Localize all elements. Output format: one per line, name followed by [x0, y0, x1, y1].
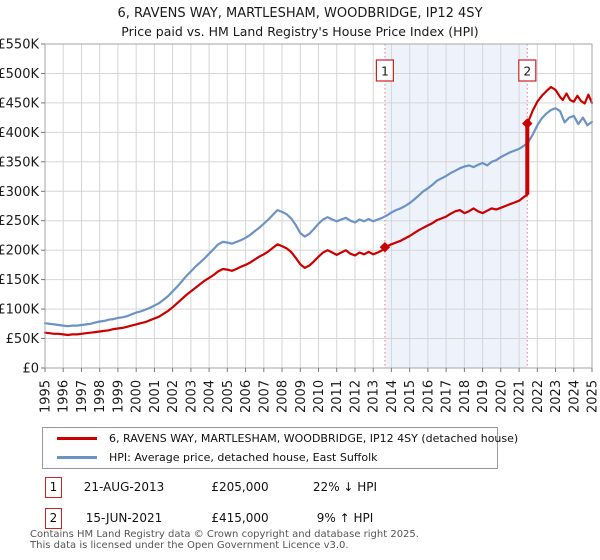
y-axis-label: £250K [0, 214, 39, 229]
transaction-price: £205,000 [211, 480, 269, 494]
x-axis-label: 1996 [57, 380, 72, 413]
y-axis-label: £550K [0, 38, 39, 53]
license-line-1: Contains HM Land Registry data © Crown c… [30, 529, 419, 540]
x-axis-label: 2016 [421, 380, 436, 413]
x-axis-label: 2022 [531, 380, 546, 413]
y-axis-label: £0 [22, 362, 39, 377]
property-price-line [43, 85, 594, 337]
transaction-hpi-diff: 9% ↑ HPI [316, 511, 374, 525]
chart-legend: 6, RAVENS WAY, MARTLESHAM, WOODBRIDGE, I… [42, 427, 518, 469]
hpi-line [43, 107, 594, 328]
x-axis-label: 2008 [276, 380, 291, 413]
x-axis-label: 2024 [567, 380, 582, 413]
y-axis-label: £300K [0, 185, 39, 200]
transaction-date: 15-JUN-2021 [85, 511, 163, 525]
y-axis-label: £50K [6, 332, 40, 347]
sale-number-box [375, 59, 394, 82]
license-line-2: This data is licensed under the Open Gov… [30, 539, 349, 551]
transaction-row: 1 21-AUG-2013 £205,000 22% ↓ HPI [0, 477, 600, 498]
sale-diamond-marker [522, 118, 533, 129]
x-axis-label: 2007 [257, 380, 272, 413]
marker-number-badge: 1 [45, 477, 62, 498]
x-axis-label: 2014 [385, 380, 400, 413]
x-axis-label: 1998 [93, 380, 108, 413]
legend-item-hpi: HPI: Average price, detached house, East… [49, 450, 491, 466]
price-chart: £0 £50K £100K £150K £200K £250K £300K £350K £400… [0, 38, 600, 414]
transaction-row: 2 15-JUN-2021 £415,000 9% ↑ HPI [0, 508, 600, 529]
x-axis-label: 2003 [184, 380, 199, 413]
x-axis-label: 2025 [586, 380, 600, 413]
x-axis-label: 2002 [166, 380, 181, 413]
sale-number-label: 1 [381, 65, 389, 79]
y-axis-label: £200K [0, 244, 39, 259]
x-axis-label: 2018 [458, 380, 473, 413]
x-axis-label: 2013 [367, 380, 382, 413]
property-line-swatch [57, 437, 97, 440]
sale-number-label: 2 [523, 65, 531, 79]
legend-item-property: 6, RAVENS WAY, MARTLESHAM, WOODBRIDGE, I… [49, 431, 518, 447]
legend-label-hpi: HPI: Average price, detached house, East… [109, 451, 378, 464]
chart-title: 6, RAVENS WAY, MARTLESHAM, WOODBRIDGE, I… [117, 6, 483, 21]
x-axis-label: 2001 [148, 380, 163, 413]
y-axis-label: £400K [0, 126, 39, 141]
x-axis-label: 1995 [39, 380, 54, 413]
y-axis-label: £500K [0, 67, 39, 82]
x-axis-label: 1999 [111, 380, 126, 413]
x-axis-label: 2017 [440, 380, 455, 413]
x-axis-label: 1997 [75, 380, 90, 413]
license-note: Contains HM Land Registry data © Crown c… [30, 529, 590, 551]
transaction-price: £415,000 [211, 511, 269, 525]
x-axis-label: 2019 [476, 380, 491, 413]
chart-subtitle: Price paid vs. HM Land Registry's House … [121, 24, 479, 39]
x-axis-label: 2012 [349, 380, 364, 413]
sale-diamond-marker [379, 242, 391, 253]
x-axis-label: 2015 [403, 380, 418, 413]
y-axis-label: £450K [0, 96, 39, 111]
hpi-line-swatch [57, 456, 97, 459]
x-axis-label: 2011 [330, 380, 345, 413]
x-axis-label: 2004 [203, 380, 218, 413]
x-axis-label: 2021 [513, 380, 528, 413]
x-axis-label: 2023 [549, 380, 564, 413]
x-axis-label: 2020 [494, 380, 509, 413]
transaction-date: 21-AUG-2013 [83, 480, 165, 494]
x-axis-label: 2005 [221, 380, 236, 413]
x-axis-label: 2009 [294, 380, 309, 413]
x-axis-label: 2010 [312, 380, 327, 413]
y-axis-label: £100K [0, 303, 39, 318]
y-axis-label: £350K [0, 155, 39, 170]
marker-number-badge: 2 [45, 508, 62, 529]
y-axis-label: £150K [0, 273, 39, 288]
legend-label-property: 6, RAVENS WAY, MARTLESHAM, WOODBRIDGE, I… [109, 432, 519, 445]
transaction-hpi-diff: 22% ↓ HPI [312, 480, 378, 494]
x-axis-label: 2006 [239, 380, 254, 413]
sale-number-box [518, 59, 537, 82]
x-axis-label: 2000 [130, 380, 145, 413]
